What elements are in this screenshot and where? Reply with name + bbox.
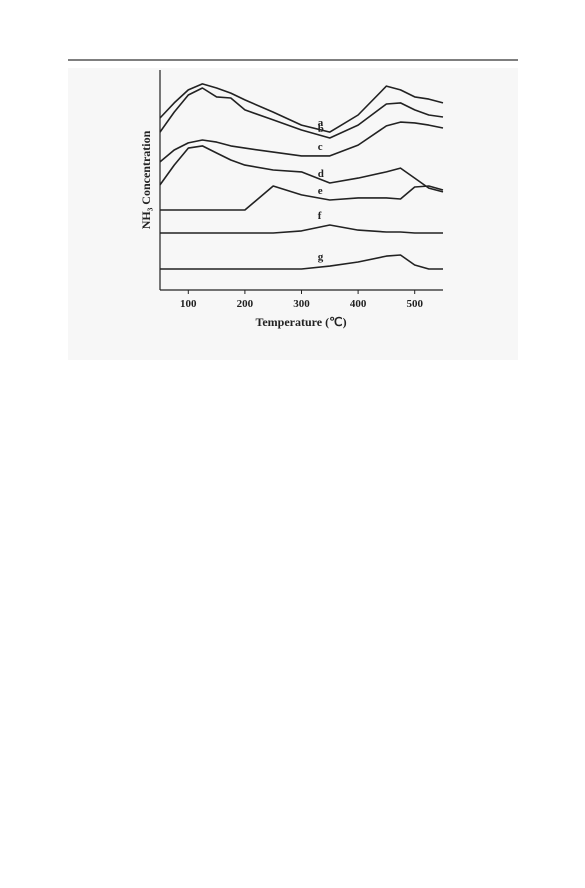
x-tick-label: 400: [350, 298, 367, 310]
series-label: d: [318, 168, 324, 180]
x-tick-label: 500: [406, 298, 423, 310]
series-label: a: [318, 117, 324, 129]
x-tick-label: 200: [237, 298, 254, 310]
series-line: [159, 145, 444, 193]
series-label: c: [318, 141, 323, 153]
series-label: b: [318, 123, 324, 135]
series-line: [160, 254, 443, 270]
series-line: [160, 185, 444, 211]
series-label: f: [318, 210, 322, 222]
series-label: g: [318, 251, 324, 263]
series-line: [160, 224, 443, 234]
x-tick-label: 100: [180, 298, 197, 310]
x-tick-label: 300: [293, 298, 310, 310]
series-line: [159, 121, 444, 163]
y-axis-title: NH₃ Concentration: [139, 130, 153, 229]
series-line: [159, 87, 444, 139]
series-line: [159, 83, 444, 133]
series-label: e: [318, 185, 323, 197]
x-axis-title: Temperature (℃): [255, 315, 346, 329]
